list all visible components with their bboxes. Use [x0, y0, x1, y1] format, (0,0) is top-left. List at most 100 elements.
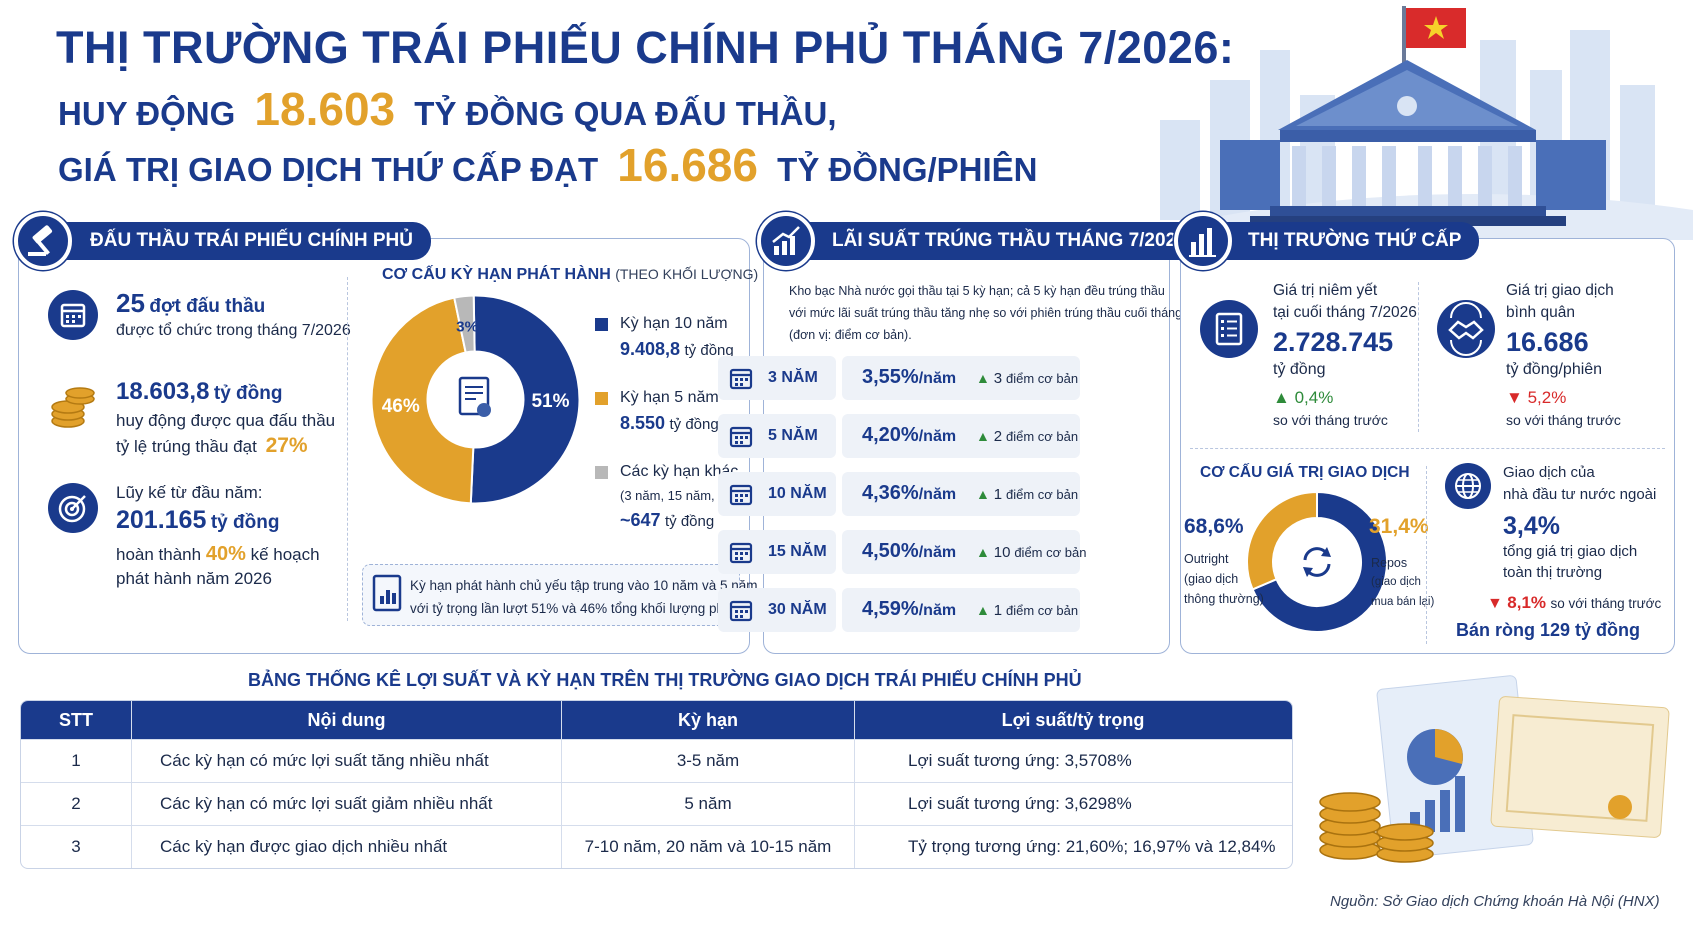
stat-ytd-desc-a: hoàn thành	[116, 545, 202, 564]
outright-label: Outright	[1184, 552, 1229, 566]
avg-value: 16.686	[1506, 327, 1589, 357]
chart-growth-icon	[757, 212, 815, 270]
stat-ytd-desc-b: kế hoạch	[250, 545, 320, 564]
rate-change-value: 10	[993, 544, 1011, 561]
rate-value: 4,36%/năm	[862, 482, 956, 505]
rate-row: 10 NĂM 4,36%/năm ▲ 1 điểm cơ bản	[718, 472, 1080, 516]
listed-value: 2.728.745	[1273, 327, 1394, 357]
stat-raised-number: 18.603,8	[116, 378, 210, 405]
auction-divider	[347, 277, 348, 621]
triangle-down-icon: ▼	[1487, 595, 1503, 612]
table-row: 3 Các kỳ hạn được giao dịch nhiều nhất 7…	[21, 825, 1292, 868]
rate-change-unit: điểm cơ bản	[1005, 487, 1079, 502]
foreign-label-2: nhà đầu tư nước ngoài	[1503, 486, 1657, 503]
rate-row: 30 NĂM 4,59%/năm ▲ 1 điểm cơ bản	[718, 588, 1080, 632]
avg-change-value: 5,2%	[1527, 388, 1567, 407]
secondary-divider-vertical-2	[1426, 466, 1427, 644]
stat-raised-ratio-label: tỷ lệ trúng thầu đạt	[116, 437, 257, 456]
outright-pct: 68,6%	[1184, 515, 1244, 538]
headline-line3-a: GIÁ TRỊ GIAO DỊCH THỨ CẤP ĐẠT	[58, 151, 599, 188]
triangle-up-icon: ▲	[976, 544, 990, 560]
calendar-icon	[729, 426, 753, 448]
donut-slice	[453, 294, 476, 354]
stat-raised: 18.603,8 tỷ đồng	[116, 378, 282, 406]
structure-note-line2: với tỷ trọng lần lượt 51% và 46% tổng kh…	[410, 601, 773, 616]
listed-label-1: Giá trị niêm yết	[1273, 282, 1378, 299]
rate-value: 4,50%/năm	[862, 540, 956, 563]
table-cell-stt: 2	[21, 783, 132, 825]
listed-unit: tỷ đồng	[1273, 361, 1326, 378]
listed-change-value: 0,4%	[1294, 388, 1334, 407]
transaction-structure-donut	[1246, 490, 1388, 633]
table-cell-term: 3-5 năm	[562, 740, 855, 782]
foreign-compare: so với tháng trước	[1550, 596, 1662, 611]
avg-unit: tỷ đồng/phiên	[1506, 361, 1603, 378]
rate-row: 3 NĂM 3,55%/năm ▲ 3 điểm cơ bản	[718, 356, 1080, 400]
donut-slice-label: 46%	[382, 396, 420, 417]
donut-center	[1275, 520, 1359, 604]
rate-change-value: 1	[993, 602, 1003, 619]
legend-label-other: Các kỳ hạn khác	[620, 463, 739, 480]
listed-compare: so với tháng trước	[1273, 412, 1388, 428]
structure-title: CƠ CẤU KỲ HẠN PHÁT HÀNH (THEO KHỐI LƯỢNG…	[382, 266, 758, 284]
legend-amount-other-unit: tỷ đồng	[665, 513, 715, 530]
stat-raised-ratio-pct: 27%	[265, 434, 308, 457]
rates-intro-line3: (đơn vị: điểm cơ bản).	[789, 328, 912, 342]
stat-ytd: 201.165 tỷ đồng	[116, 506, 279, 535]
rate-value-cell	[842, 356, 1080, 400]
rates-section-title: LÃI SUẤT TRÚNG THẦU THÁNG 7/2026	[782, 222, 1205, 260]
stat-ytd-unit: tỷ đồng	[210, 512, 280, 533]
stats-table: STT Nội dung Kỳ hạn Lợi suất/tỷ trọng 1 …	[20, 700, 1293, 869]
legend-amount-10y-unit: tỷ đồng	[684, 342, 734, 359]
donut-slice	[370, 296, 475, 505]
legend-swatch-5y	[595, 392, 608, 405]
stat-ytd-pct: 40%	[205, 543, 246, 565]
secondary-section-title: THỊ TRƯỜNG THỨ CẤP	[1198, 222, 1480, 260]
table-row: 2 Các kỳ hạn có mức lợi suất giảm nhiều …	[21, 782, 1292, 825]
table-cell-content: Các kỳ hạn có mức lợi suất giảm nhiều nh…	[132, 783, 562, 825]
outright-note-2: thông thường)	[1184, 592, 1264, 606]
triangle-up-icon: ▲	[976, 486, 990, 502]
rate-value-unit: /năm	[918, 544, 957, 561]
rate-change-value: 1	[993, 486, 1003, 503]
legend-amount-other: ~647 tỷ đồng	[620, 510, 714, 531]
foreign-label-1: Giao dịch của	[1503, 464, 1595, 481]
gavel-icon	[14, 212, 72, 270]
checklist-icon	[1200, 300, 1258, 358]
foreign-change-value: 8,1%	[1507, 593, 1547, 612]
donut-slice	[469, 294, 581, 505]
legend-amount-10y-value: 9.408,8	[620, 339, 681, 359]
table-cell-term: 7-10 năm, 20 năm và 10-15 năm	[562, 826, 855, 868]
page-title: THỊ TRƯỜNG TRÁI PHIẾU CHÍNH PHỦ THÁNG 7/…	[56, 22, 1235, 73]
rate-term: 3 NĂM	[768, 369, 818, 386]
source-note: Nguồn: Sở Giao dịch Chứng khoán Hà Nội (…	[1330, 893, 1660, 910]
rate-value-unit: /năm	[918, 602, 957, 619]
rate-value: 4,20%/năm	[862, 424, 956, 447]
rate-value-unit: /năm	[918, 428, 957, 445]
repos-note-1: (giao dịch	[1371, 576, 1421, 588]
rate-value-unit: /năm	[918, 370, 957, 387]
stat-ytd-desc: hoàn thành 40% kế hoạch	[116, 543, 320, 566]
headline-line3-b: TỶ ĐỒNG/PHIÊN	[777, 151, 1038, 188]
table-cell-stt: 3	[21, 826, 132, 868]
stat-raised-desc: huy động được qua đấu thầu	[116, 411, 336, 430]
rate-value-cell	[842, 588, 1080, 632]
rate-row: 5 NĂM 4,20%/năm ▲ 2 điểm cơ bản	[718, 414, 1080, 458]
rate-term: 10 NĂM	[768, 485, 827, 502]
repos-note-2: mua bán lại)	[1371, 596, 1435, 608]
headline-line3: GIÁ TRỊ GIAO DỊCH THỨ CẤP ĐẠT 16.686 TỶ …	[58, 138, 1038, 192]
donut-slice-label: 51%	[531, 391, 569, 412]
rate-change: ▲ 1 điểm cơ bản	[976, 602, 1078, 619]
calendar-icon	[729, 484, 753, 506]
table-cell-content: Các kỳ hạn được giao dịch nhiều nhất	[132, 826, 562, 868]
legend-label-10y: Kỳ hạn 10 năm	[620, 315, 728, 332]
rates-intro-line2: với mức lãi suất trúng thầu tăng nhẹ so …	[789, 306, 1193, 320]
table-cell-stt: 1	[21, 740, 132, 782]
rates-intro-line1: Kho bạc Nhà nước gọi thầu tại 5 kỳ hạn; …	[789, 284, 1165, 298]
headline-line2: HUY ĐỘNG 18.603 TỶ ĐỒNG QUA ĐẤU THẦU,	[58, 82, 837, 136]
headline-line2-a: HUY ĐỘNG	[58, 95, 236, 132]
refresh-icon	[1303, 547, 1331, 577]
table-header-row: STT Nội dung Kỳ hạn Lợi suất/tỷ trọng	[21, 701, 1292, 739]
stat-ytd-number: 201.165	[116, 506, 207, 534]
table-cell-term: 5 năm	[562, 783, 855, 825]
